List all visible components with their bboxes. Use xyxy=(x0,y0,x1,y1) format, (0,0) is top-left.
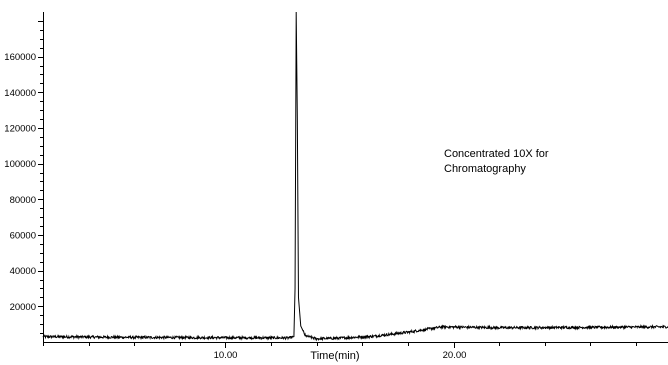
y-tick-label: 80000 xyxy=(10,195,36,206)
y-tick-label: 100000 xyxy=(4,159,36,170)
y-tick-label: 120000 xyxy=(4,123,36,134)
y-tick-label: 160000 xyxy=(4,52,36,63)
annotation-line: Chromatography xyxy=(444,163,526,175)
chart-annotation: Concentrated 10X for Chromatography xyxy=(444,148,549,175)
y-ticks: 20000 40000 60000 80000 100000 120000 140000 16… xyxy=(4,21,43,334)
y-tick-label: 40000 xyxy=(10,266,36,277)
x-tick-label: 10.00 xyxy=(214,350,238,361)
x-ticks: 10.00 20.00 xyxy=(214,342,467,361)
annotation-line: Concentrated 10X for xyxy=(444,148,549,160)
x-axis-title: Time(min) xyxy=(310,350,359,362)
x-tick-label: 20.00 xyxy=(443,350,467,361)
y-tick-label: 140000 xyxy=(4,88,36,99)
y-tick-label: 20000 xyxy=(10,302,36,313)
chromatogram-trace xyxy=(42,11,668,342)
y-tick-label: 60000 xyxy=(10,230,36,241)
